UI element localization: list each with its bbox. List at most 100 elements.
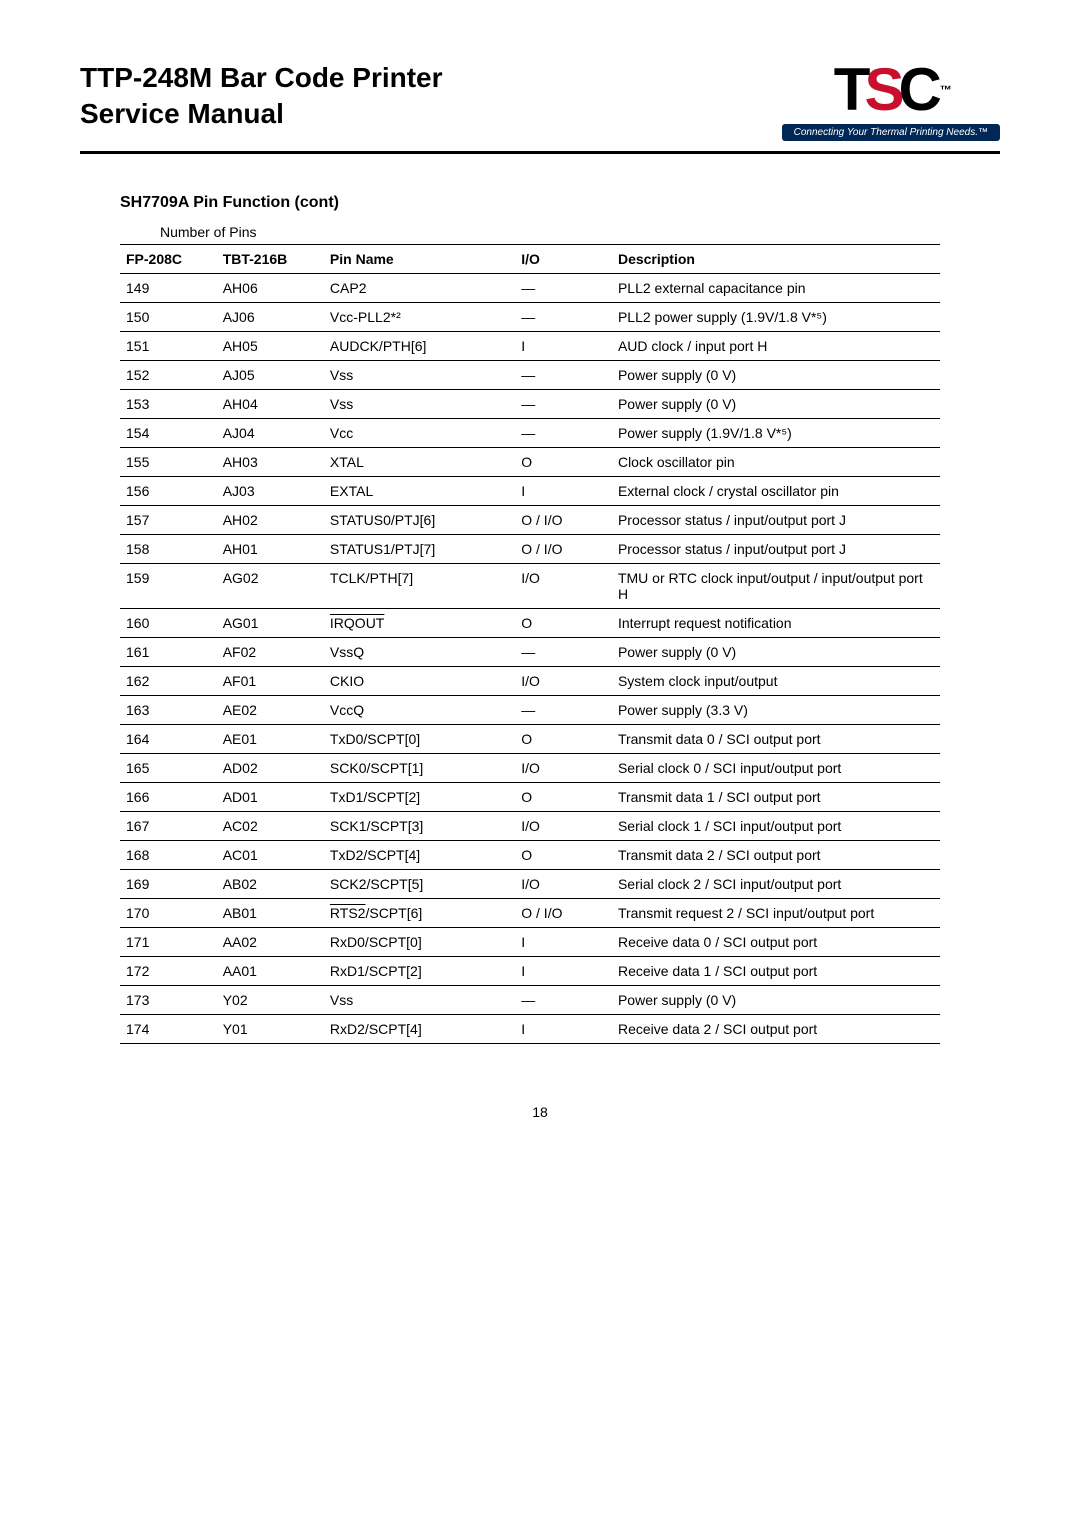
table-row: 172AA01RxD1/SCPT[2]IReceive data 1 / SCI… [120,957,940,986]
cell-io: — [515,303,612,332]
cell-desc: Transmit data 2 / SCI output port [612,841,940,870]
cell-fp: 167 [120,812,217,841]
cell-io: I/O [515,870,612,899]
cell-io: — [515,986,612,1015]
cell-desc: Transmit request 2 / SCI input/output po… [612,899,940,928]
cell-tbt: AD01 [217,783,324,812]
cell-desc: Interrupt request notification [612,609,940,638]
cell-pin: SCK0/SCPT[1] [324,754,515,783]
cell-pin: RxD1/SCPT[2] [324,957,515,986]
cell-fp: 159 [120,564,217,609]
cell-pin: Vss [324,361,515,390]
cell-tbt: AJ05 [217,361,324,390]
cell-desc: Power supply (0 V) [612,361,940,390]
cell-tbt: AB02 [217,870,324,899]
cell-desc: System clock input/output [612,667,940,696]
cell-tbt: Y01 [217,1015,324,1044]
cell-tbt: AJ06 [217,303,324,332]
cell-fp: 151 [120,332,217,361]
logo-text: TSC™ [834,60,948,120]
cell-io: O [515,609,612,638]
cell-fp: 168 [120,841,217,870]
cell-pin: AUDCK/PTH[6] [324,332,515,361]
logo-letter-s: S [864,60,900,120]
cell-tbt: AH01 [217,535,324,564]
table-row: 159AG02TCLK/PTH[7]I/OTMU or RTC clock in… [120,564,940,609]
table-row: 157AH02STATUS0/PTJ[6]O / I/OProcessor st… [120,506,940,535]
table-row: 152AJ05Vss—Power supply (0 V) [120,361,940,390]
cell-tbt: AA01 [217,957,324,986]
cell-desc: Power supply (0 V) [612,638,940,667]
cell-pin: EXTAL [324,477,515,506]
cell-fp: 170 [120,899,217,928]
cell-desc: TMU or RTC clock input/output / input/ou… [612,564,940,609]
cell-pin: RTS2/SCPT[6] [324,899,515,928]
cell-fp: 161 [120,638,217,667]
cell-desc: Processor status / input/output port J [612,535,940,564]
table-row: 153AH04Vss—Power supply (0 V) [120,390,940,419]
col-pin: Pin Name [324,245,515,274]
logo-tm: ™ [940,84,948,96]
cell-tbt: AH05 [217,332,324,361]
cell-tbt: AJ03 [217,477,324,506]
logo-letter-c: C [898,60,937,120]
table-row: 169AB02SCK2/SCPT[5]I/OSerial clock 2 / S… [120,870,940,899]
cell-pin: Vcc-PLL2*² [324,303,515,332]
table-row: 173Y02Vss—Power supply (0 V) [120,986,940,1015]
cell-pin: SCK2/SCPT[5] [324,870,515,899]
cell-io: I [515,1015,612,1044]
subhead: Number of Pins [160,224,1000,240]
cell-io: O [515,448,612,477]
cell-fp: 156 [120,477,217,506]
cell-desc: Transmit data 0 / SCI output port [612,725,940,754]
logo: TSC™ Connecting Your Thermal Printing Ne… [782,60,1000,141]
cell-io: I [515,332,612,361]
cell-pin: TxD2/SCPT[4] [324,841,515,870]
cell-fp: 157 [120,506,217,535]
table-row: 168AC01TxD2/SCPT[4]OTransmit data 2 / SC… [120,841,940,870]
cell-pin: STATUS0/PTJ[6] [324,506,515,535]
cell-pin: RxD2/SCPT[4] [324,1015,515,1044]
table-row: 174Y01RxD2/SCPT[4]IReceive data 2 / SCI … [120,1015,940,1044]
cell-fp: 173 [120,986,217,1015]
cell-io: I [515,477,612,506]
cell-tbt: AA02 [217,928,324,957]
cell-tbt: AF01 [217,667,324,696]
cell-io: O [515,725,612,754]
cell-pin: IRQOUT [324,609,515,638]
title-block: TTP-248M Bar Code Printer Service Manual [80,60,443,133]
cell-pin: VssQ [324,638,515,667]
table-row: 167AC02SCK1/SCPT[3]I/OSerial clock 1 / S… [120,812,940,841]
table-row: 158AH01STATUS1/PTJ[7]O / I/OProcessor st… [120,535,940,564]
cell-desc: AUD clock / input port H [612,332,940,361]
cell-io: — [515,638,612,667]
cell-pin: Vcc [324,419,515,448]
cell-desc: Processor status / input/output port J [612,506,940,535]
cell-io: O [515,783,612,812]
cell-fp: 149 [120,274,217,303]
table-row: 160AG01IRQOUTOInterrupt request notifica… [120,609,940,638]
cell-pin: TxD0/SCPT[0] [324,725,515,754]
cell-tbt: AH06 [217,274,324,303]
cell-tbt: AC02 [217,812,324,841]
cell-fp: 150 [120,303,217,332]
table-row: 149AH06CAP2—PLL2 external capacitance pi… [120,274,940,303]
cell-pin: SCK1/SCPT[3] [324,812,515,841]
cell-tbt: AG02 [217,564,324,609]
cell-pin: CKIO [324,667,515,696]
cell-io: I/O [515,754,612,783]
cell-fp: 166 [120,783,217,812]
page-number: 18 [80,1104,1000,1120]
cell-desc: Clock oscillator pin [612,448,940,477]
table-header-row: FP-208C TBT-216B Pin Name I/O Descriptio… [120,245,940,274]
cell-io: I/O [515,812,612,841]
col-fp: FP-208C [120,245,217,274]
cell-pin: Vss [324,390,515,419]
table-row: 155AH03XTALOClock oscillator pin [120,448,940,477]
title-line1: TTP-248M Bar Code Printer [80,60,443,96]
cell-io: I/O [515,564,612,609]
cell-tbt: AB01 [217,899,324,928]
cell-fp: 155 [120,448,217,477]
cell-pin: CAP2 [324,274,515,303]
cell-tbt: AH02 [217,506,324,535]
